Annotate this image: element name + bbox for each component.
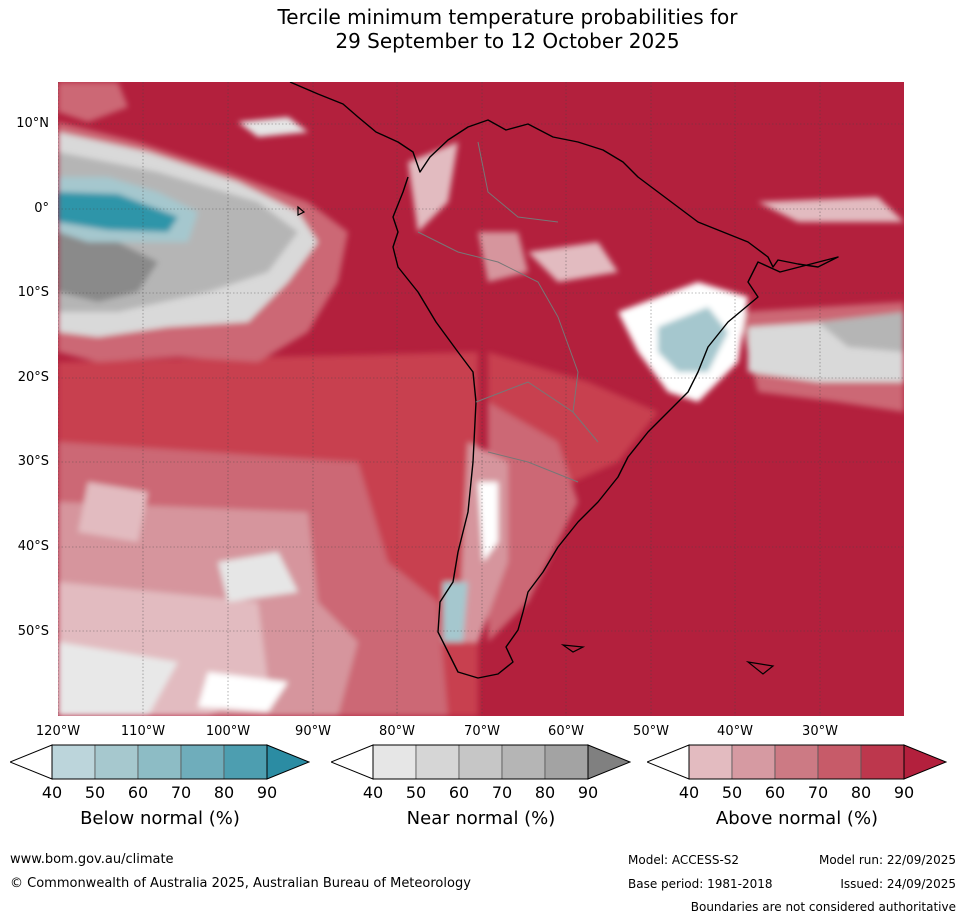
- colorbar-above-segment: [860, 744, 905, 780]
- sw-ocean-white: [58, 642, 178, 716]
- colorbar-above-segment: [817, 744, 862, 780]
- colorbar-below-tick: 90: [256, 783, 278, 802]
- lon-label-70w: 70°W: [464, 724, 500, 739]
- colorbar-below-tick: 60: [127, 783, 149, 802]
- colorbar-below-segment: [94, 744, 139, 780]
- lon-label-80w: 80°W: [379, 724, 415, 739]
- colorbar-above-tick: 40: [678, 783, 700, 802]
- legend-above-normal: [647, 744, 947, 780]
- colorbar-below-segment: [137, 744, 182, 780]
- country-borders: [417, 141, 599, 483]
- colorbar-near-tick: 60: [448, 783, 470, 802]
- colorbar-above-segment: [774, 744, 819, 780]
- colorbar-below-outline: [51, 744, 268, 780]
- lat-label-20s: 20°S: [17, 370, 49, 385]
- colorbar-below-segment: [51, 744, 96, 780]
- lon-label-60w: 60°W: [548, 724, 584, 739]
- colorbar-below: [10, 744, 310, 780]
- model-run: Model run: 22/09/2025: [818, 853, 956, 867]
- colorbar-above-tick: 60: [764, 783, 786, 802]
- colorbar-below-min-extension: [10, 744, 53, 780]
- colorbar-below-segment: [180, 744, 225, 780]
- coastline: [289, 82, 839, 679]
- colorbar-below-tick: 50: [84, 783, 106, 802]
- graticule: [58, 82, 904, 716]
- colorbar-near: [331, 744, 631, 780]
- colorbar-below-tick: 70: [170, 783, 192, 802]
- colorbar-near-tick: 80: [534, 783, 556, 802]
- colorbar-below-tick: 40: [41, 783, 63, 802]
- islands: [297, 205, 775, 675]
- lat-label-0: 0°: [34, 201, 49, 216]
- title-line-2: 29 September to 12 October 2025: [335, 29, 680, 53]
- colorbar-below-tick: 80: [213, 783, 235, 802]
- colorbar-near-tick: 70: [491, 783, 513, 802]
- colorbar-above-tick: 90: [893, 783, 915, 802]
- colorbar-near-segment: [415, 744, 460, 780]
- lat-label-30s: 30°S: [17, 454, 49, 469]
- lat-label-40s: 40°S: [17, 539, 49, 554]
- legend-title-near: Near normal (%): [406, 808, 556, 829]
- colorbar-above-segment: [731, 744, 776, 780]
- chart-title: Tercile minimum temperature probabilitie…: [0, 5, 965, 53]
- colorbar-above-segment: [688, 744, 733, 780]
- brazil-below-normal: [658, 307, 728, 372]
- colorbar-near-tick: 50: [405, 783, 427, 802]
- lon-label-40w: 40°W: [717, 724, 753, 739]
- colorbar-above-min-extension: [647, 744, 690, 780]
- legend-title-below: Below normal (%): [80, 808, 240, 829]
- colorbar-near-segment: [501, 744, 546, 780]
- colorbar-near-min-extension: [331, 744, 374, 780]
- colorbar-above-tick: 50: [721, 783, 743, 802]
- lat-label-10n: 10°N: [16, 116, 49, 131]
- lat-label-10s: 10°S: [17, 285, 49, 300]
- lat-label-50s: 50°S: [17, 624, 49, 639]
- lon-label-120w: 120°W: [35, 724, 81, 739]
- lon-label-50w: 50°W: [633, 724, 669, 739]
- colorbar-above: [647, 744, 947, 780]
- colorbar-near-segment: [544, 744, 589, 780]
- lon-label-30w: 30°W: [802, 724, 838, 739]
- colorbar-above-tick: 70: [807, 783, 829, 802]
- title-line-1: Tercile minimum temperature probabilitie…: [277, 5, 738, 29]
- colorbar-below-segment: [223, 744, 268, 780]
- legend-below-normal: [10, 744, 310, 780]
- colorbar-near-max-extension: [587, 744, 631, 780]
- model-name: Model: ACCESS-S2: [628, 853, 740, 867]
- colorbar-above-tick: 80: [850, 783, 872, 802]
- colorbar-below-max-extension: [266, 744, 310, 780]
- base-period: Base period: 1981-2018: [628, 877, 773, 891]
- colorbar-near-outline: [372, 744, 589, 780]
- colorbar-near-segment: [458, 744, 503, 780]
- copyright-text: © Commonwealth of Australia 2025, Austra…: [10, 876, 471, 891]
- legend-near-normal: [331, 744, 631, 780]
- colorbar-above-max-extension: [903, 744, 947, 780]
- lon-label-100w: 100°W: [205, 724, 251, 739]
- issued-date: Issued: 24/09/2025: [840, 877, 956, 891]
- colorbar-near-segment: [372, 744, 417, 780]
- website-link[interactable]: www.bom.gov.au/climate: [10, 852, 174, 867]
- legend-title-above: Above normal (%): [715, 808, 879, 829]
- colorbar-above-outline: [688, 744, 905, 780]
- boundaries-disclaimer: Boundaries are not considered authoritat…: [690, 900, 956, 914]
- lon-label-90w: 90°W: [295, 724, 331, 739]
- colorbar-near-tick: 90: [577, 783, 599, 802]
- probability-map: [58, 82, 904, 716]
- lon-label-110w: 110°W: [120, 724, 166, 739]
- colorbar-near-tick: 40: [362, 783, 384, 802]
